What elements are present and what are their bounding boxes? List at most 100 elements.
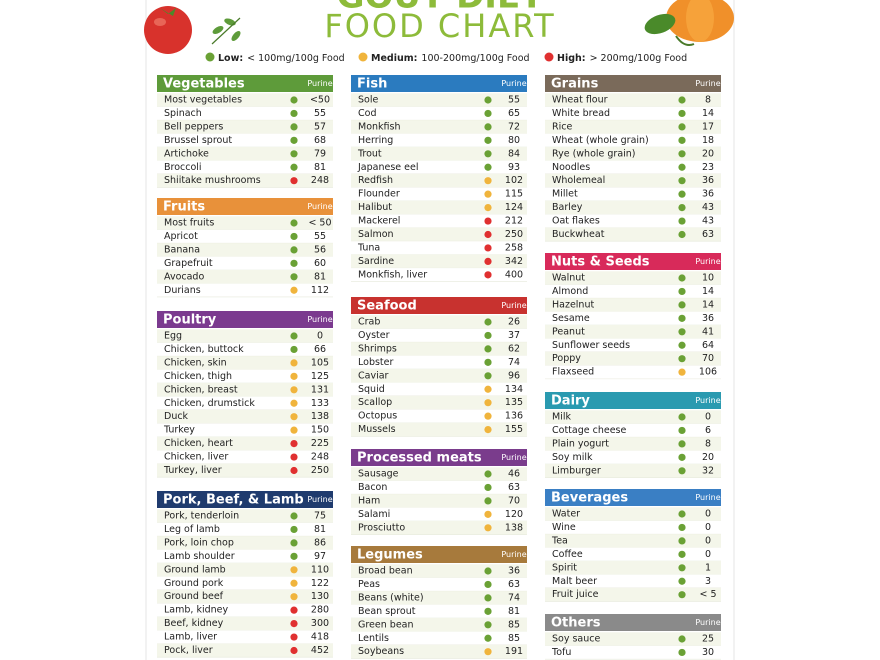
tomato <box>144 6 192 54</box>
level-dot <box>290 413 298 421</box>
section-header <box>545 253 721 270</box>
row-bg <box>351 591 527 605</box>
row-bg <box>157 536 333 550</box>
section-header <box>351 449 527 466</box>
food-name: Water <box>552 509 580 520</box>
purine-value: 86 <box>314 537 326 548</box>
purine-value: 8 <box>705 438 711 449</box>
level-dot <box>484 163 492 171</box>
food-name: Milk <box>552 412 571 423</box>
row-bg <box>545 271 721 285</box>
purine-value: 68 <box>314 135 326 146</box>
legend-label: High: <box>557 53 586 64</box>
food-name: Poppy <box>552 353 581 364</box>
row-bg <box>157 409 333 424</box>
purine-value: 85 <box>508 633 520 644</box>
food-name: Ground pork <box>164 578 224 589</box>
level-dot <box>290 109 298 118</box>
row-bg <box>545 284 721 299</box>
row-bg <box>157 283 333 297</box>
food-name: Bean sprout <box>358 606 416 617</box>
section-title: Nuts & Seeds <box>551 255 650 270</box>
row-bg <box>157 630 333 644</box>
purine-value: 93 <box>508 162 520 173</box>
food-name: Crab <box>358 317 380 328</box>
section-title: Dairy <box>551 394 590 409</box>
level-dot <box>290 177 298 185</box>
food-name: Artichoke <box>164 148 209 159</box>
purine-value: 250 <box>505 229 523 240</box>
food-name: Hazelnut <box>552 299 594 310</box>
level-dot <box>290 633 298 641</box>
level-dot <box>678 550 686 558</box>
row-bg <box>157 160 333 174</box>
level-dot <box>484 204 492 212</box>
row-bg <box>545 423 721 438</box>
section-header <box>545 75 721 92</box>
purine-value: 36 <box>702 313 714 324</box>
row-bg <box>545 507 721 521</box>
level-dot <box>484 257 492 265</box>
purine-value: 43 <box>702 202 714 213</box>
level-dot <box>290 372 298 380</box>
purine-value: 63 <box>508 482 520 493</box>
food-name: Almond <box>552 286 588 297</box>
row-bg <box>545 147 721 161</box>
row-bg <box>351 214 527 228</box>
food-name: Mackerel <box>358 216 400 227</box>
purine-value: 46 <box>508 469 520 480</box>
section-header <box>157 75 333 92</box>
food-name: Cod <box>358 108 376 119</box>
food-name: Spinach <box>164 108 202 119</box>
food-name: Banana <box>164 244 200 255</box>
purine-value: 6 <box>705 425 711 436</box>
section-unit: Purine <box>501 453 526 462</box>
level-dot <box>484 634 492 642</box>
row-bg <box>157 522 333 537</box>
level-dot <box>484 136 492 144</box>
purine-value: 66 <box>314 344 326 355</box>
row-bg <box>157 329 333 343</box>
level-dot <box>290 286 298 294</box>
row-bg <box>157 603 333 617</box>
level-dot <box>678 426 686 435</box>
legend-dot <box>358 52 368 62</box>
section-title: Processed meats <box>357 451 482 466</box>
purine-value: 3 <box>705 576 711 587</box>
purine-value: 72 <box>508 121 520 132</box>
section-unit: Purine <box>695 618 720 627</box>
food-name: Most fruits <box>164 218 214 229</box>
purine-value: 112 <box>311 285 329 296</box>
level-dot <box>484 607 492 615</box>
food-name: Wine <box>552 522 576 533</box>
food-name: Turkey <box>163 425 195 436</box>
food-name: Wheat flour <box>552 95 608 106</box>
level-dot <box>290 246 298 254</box>
food-name: Barley <box>552 202 583 213</box>
section-header <box>157 491 333 508</box>
food-name: Fruit juice <box>552 589 599 600</box>
food-name: Tuna <box>357 242 380 253</box>
level-dot <box>290 273 298 281</box>
purine-value: 0 <box>705 522 711 533</box>
purine-value: 62 <box>508 343 520 354</box>
row-bg <box>545 93 721 107</box>
food-name: Pork, loin chop <box>164 537 234 548</box>
level-dot <box>290 332 298 340</box>
level-dot <box>678 648 686 657</box>
purine-value: 122 <box>311 578 329 589</box>
section-unit: Purine <box>307 79 332 88</box>
section-title: Others <box>551 616 601 631</box>
legend-text: Medium: 100-200mg/100g Food <box>371 53 530 64</box>
level-dot <box>678 136 686 144</box>
food-name: Soy sauce <box>552 634 600 645</box>
purine-value: 102 <box>505 175 523 186</box>
purine-value: 43 <box>702 216 714 227</box>
purine-value: 55 <box>314 108 326 119</box>
row-bg <box>545 227 721 242</box>
row-bg <box>351 631 527 645</box>
food-name: Ground beef <box>164 591 224 602</box>
level-dot <box>678 413 686 421</box>
level-dot <box>484 426 492 434</box>
row-bg <box>351 521 527 535</box>
